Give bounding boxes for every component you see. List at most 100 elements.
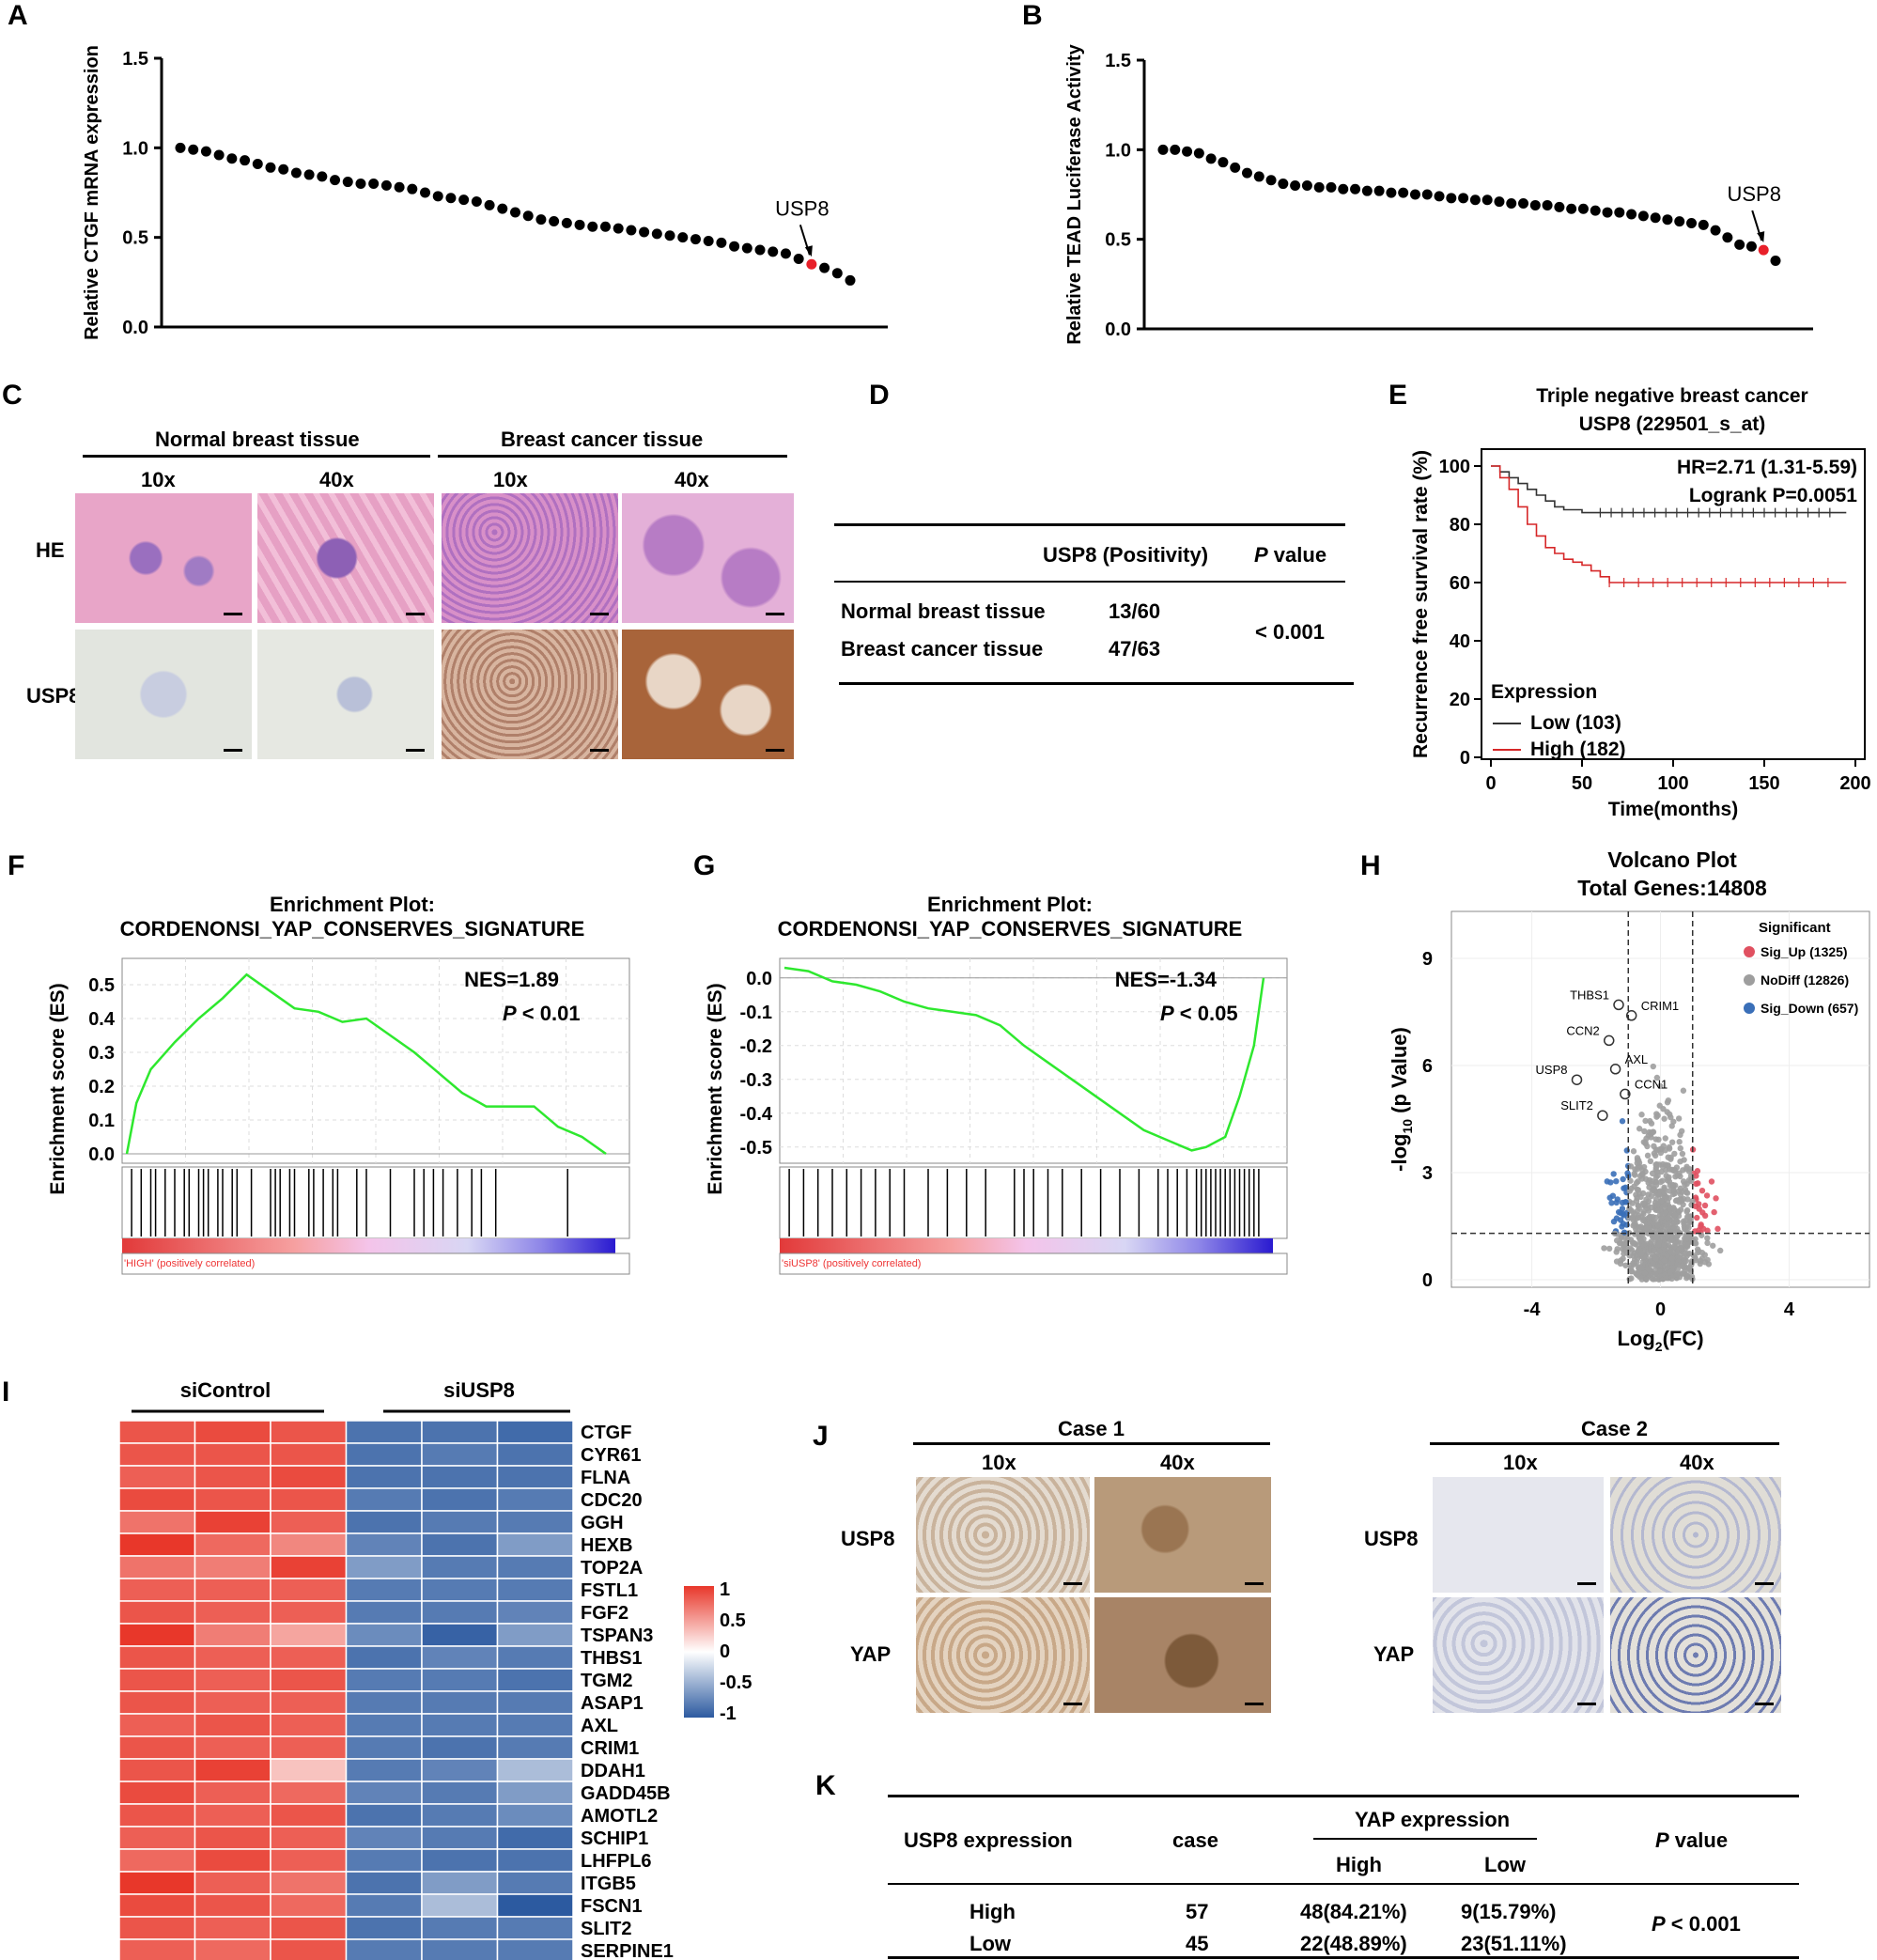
sig-up-point	[1694, 1214, 1700, 1221]
y-tick-label: 0.2	[88, 1077, 115, 1097]
heatmap-cell	[270, 1916, 348, 1940]
heatmap-cell	[118, 1532, 196, 1557]
x-axis-label: Log2(FC)	[1617, 1327, 1703, 1354]
group-normal-line	[83, 455, 430, 458]
color-scale	[684, 1586, 714, 1718]
nodiff-point	[1652, 1161, 1659, 1168]
col-header-p: P value	[1655, 1828, 1728, 1853]
row-label: Low	[970, 1932, 1011, 1955]
data-point	[1170, 144, 1181, 155]
nodiff-point	[1637, 1251, 1645, 1257]
heatmap-cell	[345, 1578, 423, 1602]
y-label-part: 10	[1400, 1119, 1415, 1134]
sig-down-point	[1613, 1199, 1620, 1206]
nodiff-point	[1650, 1063, 1656, 1070]
y-tick-label: 0.0	[1105, 319, 1131, 340]
chart-title: Enrichment Plot:	[270, 893, 435, 916]
nodiff-point	[1638, 1265, 1645, 1272]
data-point	[394, 181, 405, 193]
data-point	[535, 214, 547, 226]
sig-down-point	[1613, 1177, 1620, 1185]
heatmap-cell	[194, 1420, 271, 1444]
heatmap-cell	[496, 1916, 574, 1940]
nodiff-point	[1618, 1234, 1624, 1241]
data-point	[1745, 241, 1757, 252]
y-tick-label: 0	[1422, 1270, 1433, 1291]
hazard-ratio: HR=2.71 (1.31-5.59)	[1677, 457, 1857, 478]
heatmap-cell	[496, 1442, 574, 1467]
nodiff-point	[1699, 1255, 1706, 1262]
data-point	[458, 194, 470, 206]
nodiff-point	[1634, 1159, 1640, 1167]
nes-label: NES=1.89	[464, 968, 559, 991]
nodiff-point	[1651, 1143, 1657, 1150]
rank-frame	[121, 1252, 630, 1275]
x-tick-label: 200	[1839, 773, 1870, 794]
panel-g-chart: Enrichment Plot:CORDENONSI_YAP_CONSERVES…	[705, 893, 1288, 1275]
heatmap-cell	[496, 1735, 574, 1760]
case-2-line	[1430, 1442, 1779, 1445]
nodiff-point	[1677, 1158, 1683, 1165]
data-point	[522, 210, 534, 222]
sig-down-point	[1621, 1229, 1628, 1236]
sig-up-point	[1698, 1222, 1704, 1230]
x-tick-label: 150	[1748, 773, 1779, 794]
p-value: < 0.001	[1255, 620, 1326, 644]
heatmap-cell	[118, 1645, 196, 1670]
gene-label: FSCN1	[581, 1896, 643, 1917]
highlight-label: USP8	[775, 196, 829, 220]
data-point	[1157, 144, 1169, 155]
nodiff-point	[1645, 1207, 1652, 1214]
nodiff-point	[1634, 1186, 1641, 1193]
nodiff-point	[1630, 1222, 1637, 1229]
table-rule-mid	[888, 1883, 1799, 1885]
nodiff-point	[1680, 1218, 1687, 1224]
scale-bar	[224, 749, 242, 752]
row-case: 57	[1186, 1900, 1209, 1923]
y-tick-label: 1.5	[122, 49, 148, 70]
mag-label: 10x	[141, 468, 176, 491]
data-point	[639, 226, 650, 238]
heatmap-cell	[496, 1645, 574, 1670]
arrow-head	[804, 245, 813, 257]
chart-subtitle: USP8 (229501_s_at)	[1579, 413, 1765, 435]
gene-label: TGM2	[581, 1671, 633, 1691]
highlight-point	[1758, 244, 1769, 256]
nodiff-point	[1620, 1255, 1626, 1262]
panel-letter-h: H	[1360, 850, 1381, 881]
case-2-label: Case 2	[1581, 1417, 1648, 1440]
heatmap-cell	[194, 1938, 271, 1960]
nodiff-point	[1641, 1241, 1648, 1248]
nodiff-point	[1704, 1235, 1711, 1241]
nodiff-point	[1648, 1120, 1655, 1127]
data-point	[1182, 146, 1193, 157]
heatmap-cell	[421, 1510, 499, 1534]
data-point	[1278, 179, 1289, 190]
data-point	[240, 155, 251, 166]
gene-label: GGH	[581, 1513, 624, 1533]
group-cancer: Breast cancer tissue	[501, 428, 704, 451]
panel-a-chart: 0.0 0.5 1.0 1.5 Relative CTGF mRNA expressio…	[82, 45, 888, 340]
gene-label: THBS1	[581, 1648, 643, 1669]
legend-nodiff-swatch	[1744, 974, 1755, 986]
heatmap-cell	[345, 1758, 423, 1782]
nodiff-point	[1689, 1198, 1696, 1205]
y-tick-label: 1.0	[1105, 140, 1131, 161]
gene-marker	[1571, 1074, 1583, 1085]
data-point	[1481, 194, 1493, 206]
heatmap-cell	[345, 1532, 423, 1557]
p-rest: < 0.05	[1174, 1002, 1238, 1025]
heatmap-cell	[345, 1442, 423, 1467]
data-point	[1409, 189, 1420, 200]
row-label: Normal breast tissue	[841, 599, 1046, 623]
mag-label: 40x	[319, 468, 354, 491]
data-point	[226, 153, 238, 164]
panel-e-chart: Triple negative breast cancer USP8 (22950…	[1410, 385, 1871, 820]
nodiff-point	[1675, 1115, 1683, 1122]
nodiff-point	[1659, 1177, 1666, 1184]
sig-up-point	[1711, 1208, 1717, 1216]
heatmap-cell	[496, 1938, 574, 1960]
data-point	[1313, 181, 1325, 193]
data-point	[1577, 203, 1589, 214]
nodiff-point	[1643, 1135, 1650, 1142]
